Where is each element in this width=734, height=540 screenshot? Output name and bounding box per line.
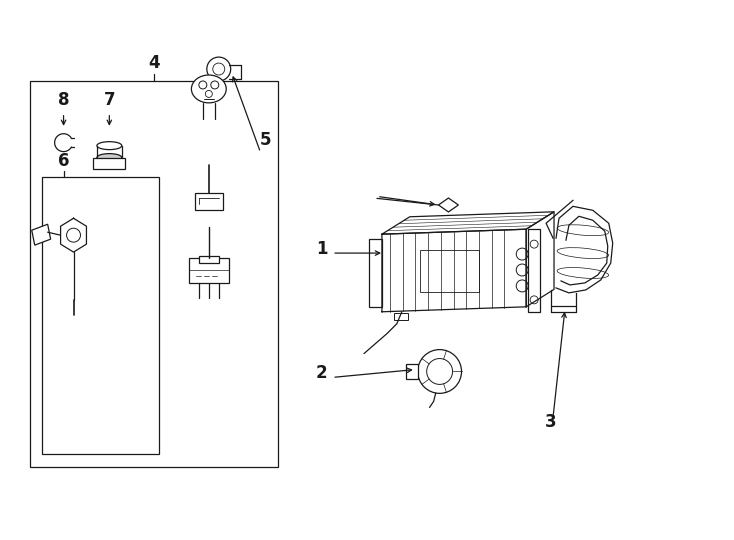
Bar xyxy=(42,178,159,454)
Bar xyxy=(93,158,126,168)
Text: 3: 3 xyxy=(545,413,557,431)
Ellipse shape xyxy=(192,75,226,103)
Bar xyxy=(420,250,479,292)
Text: 7: 7 xyxy=(103,91,115,109)
Circle shape xyxy=(418,349,462,393)
Text: 1: 1 xyxy=(316,240,327,258)
Bar xyxy=(189,258,229,283)
Ellipse shape xyxy=(97,141,122,150)
Text: 5: 5 xyxy=(260,131,272,149)
Text: 6: 6 xyxy=(58,152,69,170)
Bar xyxy=(406,363,418,380)
Text: 8: 8 xyxy=(58,91,69,109)
Ellipse shape xyxy=(97,153,122,161)
Bar xyxy=(195,193,222,210)
Bar xyxy=(199,256,219,263)
Bar xyxy=(528,229,540,312)
Text: 4: 4 xyxy=(148,54,160,72)
Polygon shape xyxy=(32,224,51,245)
Bar xyxy=(394,313,408,320)
Bar xyxy=(30,81,278,467)
Bar xyxy=(369,239,382,307)
Text: 2: 2 xyxy=(316,364,327,382)
